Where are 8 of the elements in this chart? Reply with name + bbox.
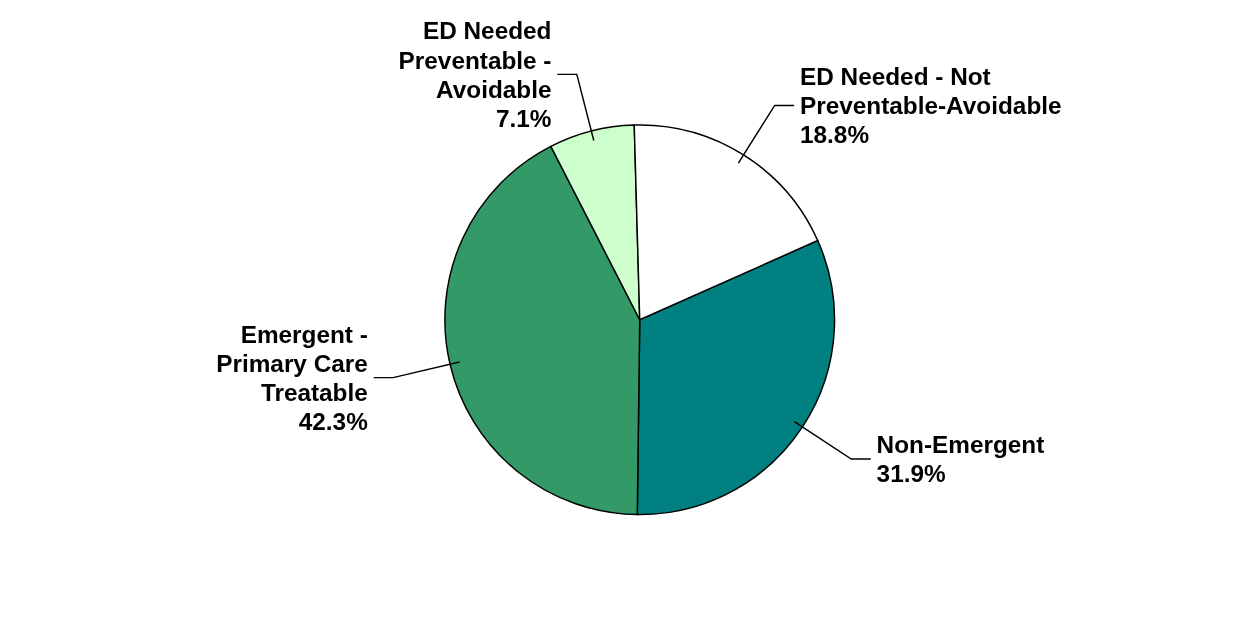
data-label: 42.3% [298, 408, 368, 436]
slice-label: ED Needed - Not Preventable-Avoidable [800, 62, 1062, 120]
slice-label: Emergent - Primary Care Treatable [216, 320, 368, 407]
slice-label: ED Needed Preventable - Avoidable [398, 17, 552, 103]
data-label: 7.1% [495, 105, 552, 132]
slice-label: Non-Emergent [876, 431, 1045, 459]
data-label: 18.8% [800, 121, 870, 149]
data-label: 31.9% [876, 460, 946, 488]
